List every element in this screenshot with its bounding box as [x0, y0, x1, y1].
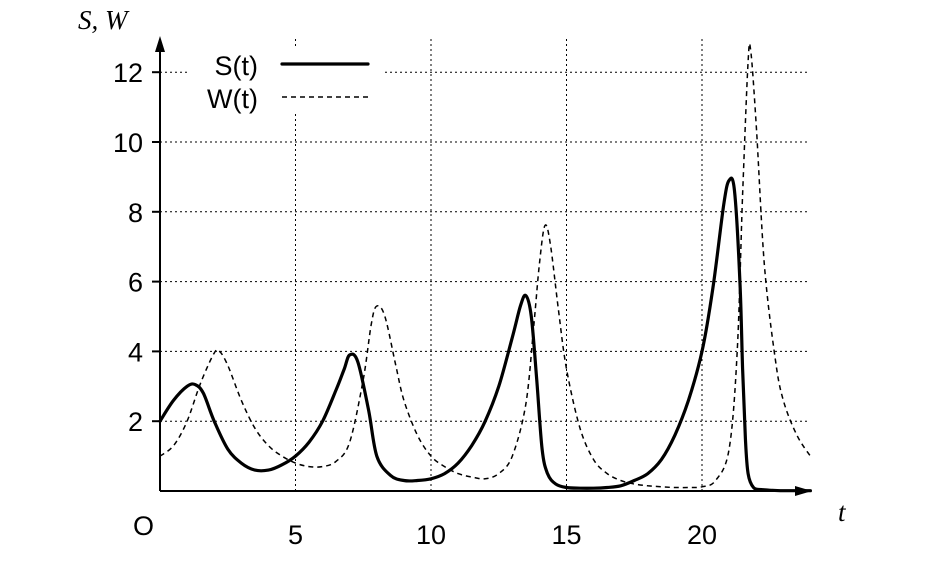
legend-box [190, 48, 385, 114]
x-tick-label-5: 5 [288, 520, 303, 550]
x-tick-label-15: 15 [551, 520, 581, 550]
axes-layer [155, 36, 812, 496]
legend-label-w: W(t) [207, 84, 258, 114]
x-axis-arrow [795, 486, 812, 496]
x-tick-label-10: 10 [416, 520, 446, 550]
y-tick-label-10: 10 [113, 128, 143, 158]
series-line-s [158, 176, 812, 493]
series-line-w [159, 42, 812, 489]
tick-layer: 5 10 15 20 2 4 6 8 10 12 [113, 58, 717, 550]
legend-label-s: S(t) [215, 51, 259, 81]
legend-layer: S(t) W(t) [207, 51, 370, 114]
x-tick-label-20: 20 [687, 520, 717, 550]
y-tick-label-12: 12 [113, 58, 143, 88]
y-tick-label-4: 4 [128, 337, 143, 367]
y-tick-label-6: 6 [128, 268, 143, 298]
origin-label: O [133, 511, 154, 541]
series-layer [158, 42, 812, 493]
y-tick-label-8: 8 [128, 198, 143, 228]
y-tick-label-2: 2 [128, 407, 143, 437]
legend-background [190, 48, 385, 114]
x-axis-title: t [838, 497, 847, 527]
y-axis-title: S, W [78, 5, 130, 35]
y-axis-arrow [155, 36, 165, 52]
